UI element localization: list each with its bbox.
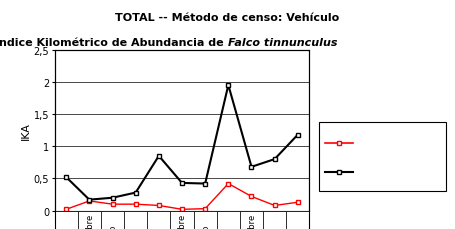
Text: Julio: Julio [62, 227, 71, 229]
Text: Zona  control: Zona control [357, 139, 417, 148]
Text: Noviembre: Noviembre [177, 213, 187, 229]
Text: Abril: Abril [131, 226, 140, 229]
Text: Indice Kilométrico de Abundancia de: Indice Kilométrico de Abundancia de [0, 38, 228, 48]
Text: Julio: Julio [293, 227, 302, 229]
Text: Indice Kilométrico de Abundancia de Falco tinnunculus: Indice Kilométrico de Abundancia de Falc… [56, 38, 399, 48]
Text: Zona  tratamiento: Zona tratamiento [357, 167, 440, 177]
Text: TOTAL -- Método de censo: Vehículo: TOTAL -- Método de censo: Vehículo [116, 13, 339, 23]
Text: Noviembre: Noviembre [247, 213, 256, 229]
Text: Falco tinnunculus: Falco tinnunculus [228, 38, 337, 48]
Text: Noviembre: Noviembre [85, 213, 94, 229]
Text: Abril: Abril [270, 226, 279, 229]
Text: Julio: Julio [154, 227, 163, 229]
Text: Marzo: Marzo [108, 223, 117, 229]
Text: Julio: Julio [224, 227, 233, 229]
Text: Marzo: Marzo [201, 223, 210, 229]
Y-axis label: IKA: IKA [20, 122, 30, 139]
